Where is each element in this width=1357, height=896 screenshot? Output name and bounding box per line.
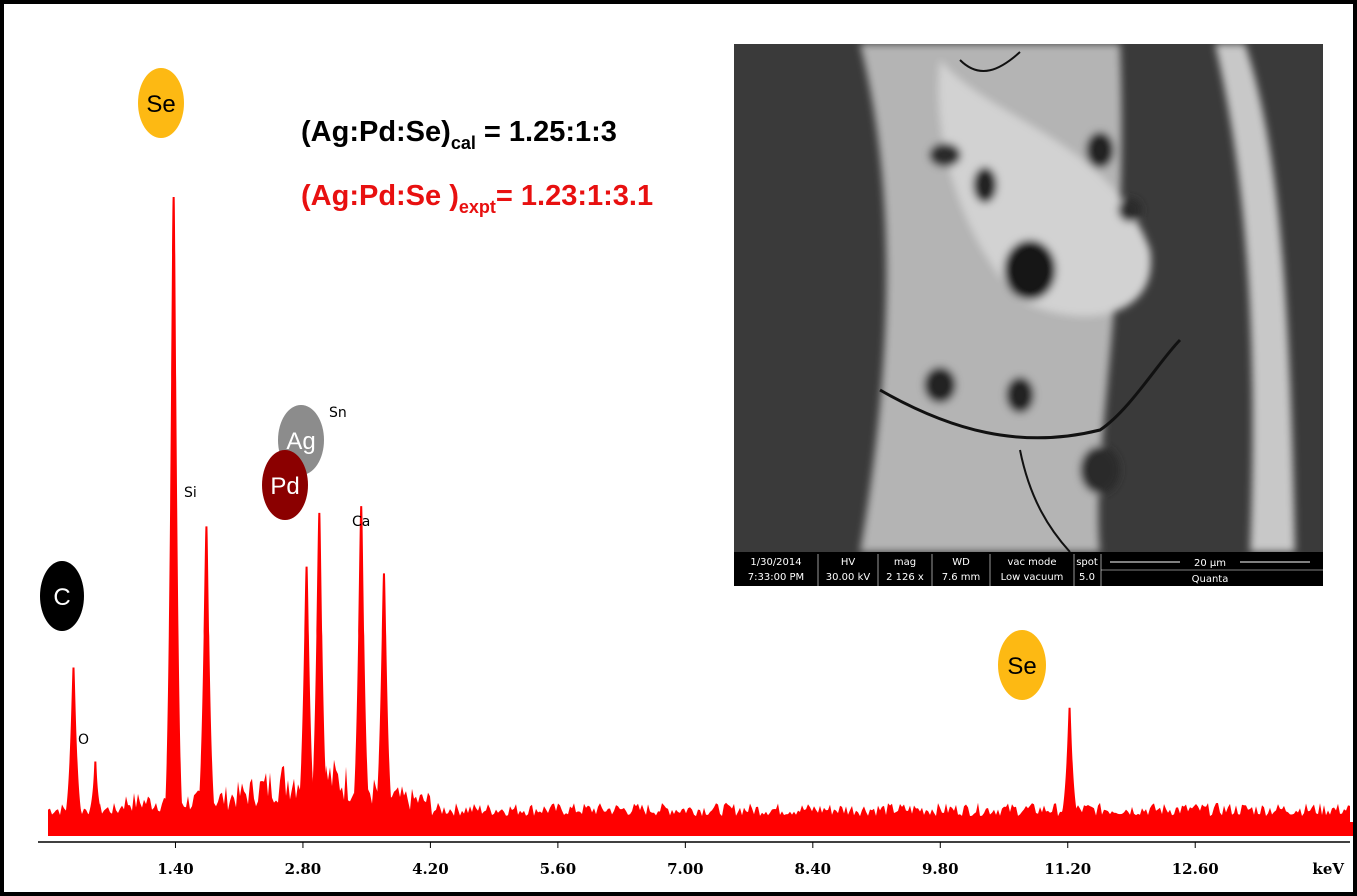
x-tick-label-7: 11.20 <box>1044 860 1091 878</box>
x-tick-label-1: 2.80 <box>285 860 322 878</box>
svg-text:Se: Se <box>146 91 175 118</box>
sem-inset: 1/30/2014 7:33:00 PM HV 30.00 kV mag 2 1… <box>734 44 1323 586</box>
x-tick-label-6: 9.80 <box>922 860 959 878</box>
spectrum-noise-fill <box>48 759 1350 822</box>
svg-text:Pd: Pd <box>270 473 299 500</box>
label-si: Si <box>184 485 197 501</box>
peak-ca-7 <box>373 573 394 822</box>
sem-vac-label: vac mode <box>1007 557 1056 568</box>
sem-mag-label: mag <box>894 557 916 568</box>
sem-info-bar <box>734 552 1323 586</box>
label-ca: Ca <box>352 514 370 530</box>
sem-spot-label: spot <box>1076 557 1098 568</box>
x-tick-label-0: 1.40 <box>157 860 194 878</box>
sem-date: 1/30/2014 <box>750 557 801 568</box>
peak-o-1 <box>85 761 106 822</box>
ratio-calculated: (Ag:Pd:Se)cal = 1.25:1:3 <box>301 116 617 153</box>
peak-ag-5 <box>309 512 330 822</box>
sem-time: 7:33:00 PM <box>748 572 804 583</box>
sem-info-columns: 1/30/2014 7:33:00 PM HV 30.00 kV mag 2 1… <box>748 554 1323 586</box>
peak-se-2 <box>163 197 184 823</box>
ratio-experimental: (Ag:Pd:Se )expt= 1.23:1:3.1 <box>301 180 653 217</box>
sem-mag-value: 2 126 x <box>886 572 924 583</box>
spectrum-noise <box>48 759 1350 822</box>
peak-si-3 <box>196 526 217 822</box>
badge-pd: Pd <box>262 450 308 520</box>
x-tick-label-4: 7.00 <box>667 860 704 878</box>
sem-hv-label: HV <box>841 557 856 568</box>
peak-pd-4 <box>296 566 317 822</box>
sem-wd-value: 7.6 mm <box>942 572 981 583</box>
label-sn: Sn <box>329 405 347 421</box>
peak-se-8 <box>1059 707 1080 822</box>
sem-brand: Quanta <box>1192 574 1229 585</box>
peak-sn-6 <box>351 506 372 822</box>
sem-spot-value: 5.0 <box>1079 572 1095 583</box>
sem-wd-label: WD <box>952 557 970 568</box>
sem-vac-value: Low vacuum <box>1001 572 1064 583</box>
sem-hv-value: 30.00 kV <box>826 572 871 583</box>
svg-text:Se: Se <box>1007 653 1036 680</box>
x-tick-label-3: 5.60 <box>540 860 577 878</box>
spectrum-peaks <box>63 197 1080 823</box>
spectrum-base <box>48 822 1353 836</box>
x-tick-label-5: 8.40 <box>795 860 832 878</box>
svg-text:Ag: Ag <box>286 428 315 455</box>
badge-se-1: Se <box>138 68 184 138</box>
x-tick-label-2: 4.20 <box>412 860 449 878</box>
badge-se-2: Se <box>998 630 1046 700</box>
sem-scale-label: 20 µm <box>1194 558 1226 569</box>
x-tick-label-8: 12.60 <box>1172 860 1219 878</box>
x-axis-label: keV <box>1312 860 1344 878</box>
svg-text:C: C <box>53 584 70 611</box>
x-axis-ticks: 1.40 2.80 4.20 5.60 7.00 8.40 9.80 11.20 12.60 ke… <box>157 842 1344 878</box>
peak-c-0 <box>63 667 84 822</box>
badge-c: C <box>40 561 84 631</box>
label-o: O <box>78 732 89 748</box>
